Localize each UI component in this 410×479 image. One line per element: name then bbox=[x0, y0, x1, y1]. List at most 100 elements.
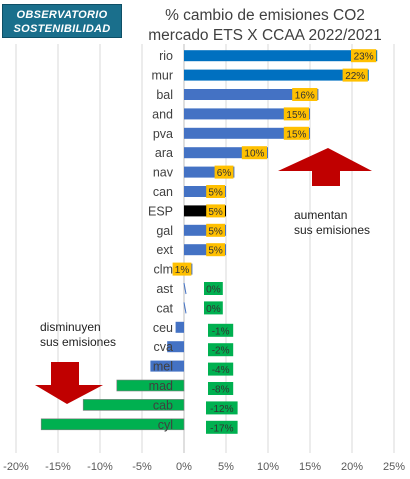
x-tick-label: 0% bbox=[176, 461, 192, 473]
data-label-bg bbox=[206, 185, 225, 198]
category-label: ESP bbox=[148, 204, 173, 218]
data-label-bg bbox=[351, 49, 377, 63]
category-label: mur bbox=[151, 69, 173, 83]
data-label-bg bbox=[214, 165, 234, 179]
category-label: clm bbox=[154, 263, 173, 277]
data-label: -4% bbox=[212, 365, 230, 376]
data-label: -8% bbox=[212, 385, 230, 396]
increase-annotation: aumentan sus emisiones bbox=[294, 208, 370, 238]
category-label: ceu bbox=[153, 321, 173, 335]
category-label: ara bbox=[155, 146, 173, 160]
x-tick-label: -5% bbox=[132, 461, 152, 473]
bar bbox=[184, 89, 319, 100]
bar bbox=[167, 341, 184, 353]
data-label: 10% bbox=[244, 149, 264, 160]
category-label: ast bbox=[156, 282, 173, 296]
data-label: 0% bbox=[206, 304, 221, 315]
bar bbox=[184, 69, 369, 81]
x-tick-label: -20% bbox=[3, 461, 29, 473]
category-label: can bbox=[153, 185, 173, 199]
category-label: nav bbox=[153, 166, 174, 180]
bar bbox=[116, 379, 185, 392]
data-label-bg bbox=[206, 243, 225, 257]
category-label: cab bbox=[153, 398, 173, 412]
data-label: 22% bbox=[345, 71, 365, 82]
data-label-bg bbox=[292, 88, 318, 101]
x-tick-label: -10% bbox=[87, 461, 113, 473]
category-labels: rio mur bal and pva ara nav can ESP gal ext clm ast c… bbox=[148, 49, 174, 432]
increase-annotation-line-2: sus emisiones bbox=[294, 223, 371, 237]
data-label-bg bbox=[206, 420, 238, 434]
logo-line-2: SOSTENIBILIDAD bbox=[13, 23, 111, 35]
logo-line-1: OBSERVATORIO bbox=[16, 9, 108, 21]
data-label-bg bbox=[241, 146, 267, 160]
bar bbox=[183, 282, 187, 295]
category-label: mad bbox=[149, 379, 173, 393]
bar bbox=[184, 186, 226, 197]
bar bbox=[184, 127, 310, 139]
increase-annotation-line-1: aumentan bbox=[294, 208, 348, 222]
bar bbox=[183, 302, 187, 314]
bar bbox=[40, 418, 185, 431]
x-tick-label: 5% bbox=[218, 461, 234, 473]
decrease-annotation-line-2: sus emisiones bbox=[40, 335, 117, 349]
category-label: and bbox=[152, 107, 173, 121]
bar bbox=[184, 205, 226, 217]
chart-title: % cambio de emisiones CO2 mercado ETS X … bbox=[120, 6, 410, 46]
data-label-bg bbox=[342, 68, 368, 82]
x-tick-label: 15% bbox=[299, 461, 321, 473]
chart-title-line-1: % cambio de emisiones CO2 bbox=[165, 7, 365, 24]
category-label: rio bbox=[159, 49, 173, 63]
bar bbox=[184, 108, 310, 120]
bar bbox=[184, 224, 226, 236]
decrease-annotation-line-1: disminuyen bbox=[40, 320, 101, 334]
data-label-bg bbox=[208, 382, 234, 395]
x-tick-label: 25% bbox=[383, 461, 405, 473]
data-label: 15% bbox=[286, 110, 306, 121]
category-label: mel bbox=[153, 360, 173, 374]
data-label: 1% bbox=[175, 265, 190, 276]
data-label: -17% bbox=[210, 423, 233, 434]
data-label-bg bbox=[204, 301, 223, 315]
category-label: pva bbox=[153, 127, 173, 141]
x-tick-labels: -20% -15% -10% -5% 0% 5% 10% 15% 20% 25% bbox=[3, 461, 405, 473]
data-label: -12% bbox=[210, 404, 233, 415]
data-label-bg bbox=[283, 107, 309, 121]
category-label: cva bbox=[154, 340, 174, 354]
data-label: 6% bbox=[217, 168, 232, 179]
data-label-bg bbox=[206, 204, 225, 218]
category-label: bal bbox=[156, 88, 173, 102]
logo: OBSERVATORIO SOSTENIBILIDAD bbox=[2, 4, 122, 38]
chart-title-line-2: mercado ETS X CCAA 2022/2021 bbox=[148, 27, 382, 44]
bar bbox=[184, 147, 268, 159]
category-label: cyl bbox=[158, 418, 173, 432]
data-label: 5% bbox=[208, 226, 223, 237]
data-label-bg bbox=[206, 401, 238, 415]
bar bbox=[184, 166, 235, 178]
category-label: cat bbox=[156, 301, 173, 315]
data-label: 0% bbox=[206, 285, 221, 296]
data-label-bg bbox=[208, 343, 234, 357]
data-label-bg bbox=[208, 362, 234, 376]
down-arrow-icon bbox=[35, 362, 103, 404]
bar bbox=[175, 321, 184, 333]
bar bbox=[150, 360, 184, 372]
data-label: 5% bbox=[208, 188, 223, 199]
category-label: gal bbox=[156, 224, 173, 238]
x-tick-label: -15% bbox=[45, 461, 71, 473]
x-tick-label: 10% bbox=[257, 461, 279, 473]
data-label: 5% bbox=[208, 207, 223, 218]
data-label: 5% bbox=[208, 246, 223, 257]
data-label-bg bbox=[206, 223, 225, 237]
x-tick-label: 20% bbox=[341, 461, 363, 473]
data-label-bg bbox=[172, 262, 192, 276]
bar bbox=[82, 399, 185, 411]
data-label-bg bbox=[283, 126, 309, 140]
decrease-annotation: disminuyen sus emisiones bbox=[40, 320, 116, 350]
data-label: -1% bbox=[212, 326, 230, 337]
up-arrow-icon bbox=[278, 148, 372, 186]
data-label: 16% bbox=[295, 91, 315, 102]
data-label: 15% bbox=[286, 129, 306, 140]
data-label-bg bbox=[208, 323, 234, 337]
